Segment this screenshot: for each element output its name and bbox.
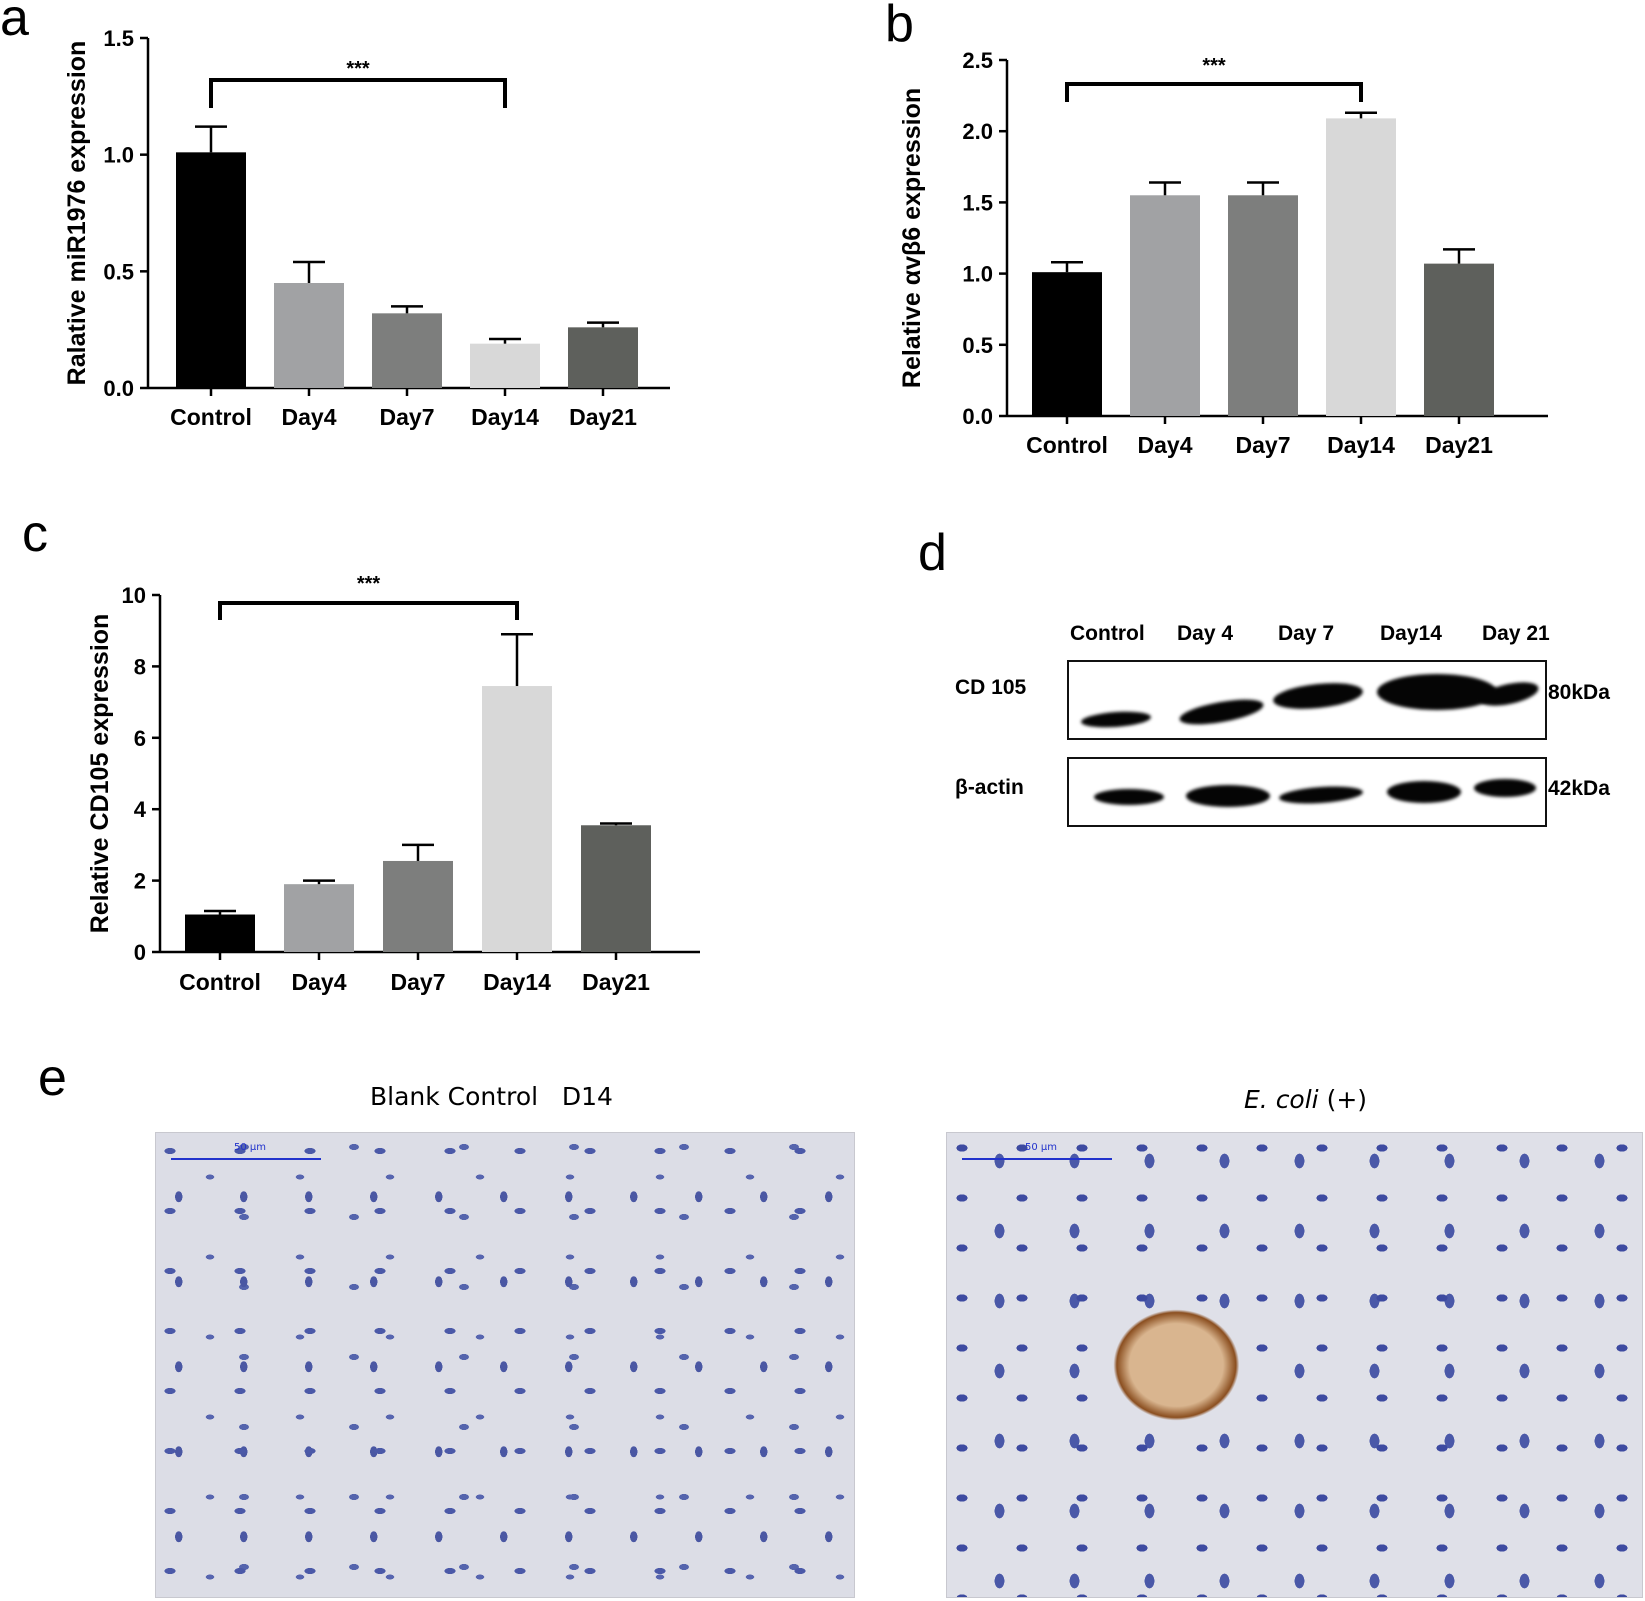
wb-membrane-actin — [1067, 757, 1547, 827]
panel-label-b: b — [885, 0, 914, 53]
y-tick-label: 2.0 — [962, 119, 993, 144]
wb-lane-label: Day 7 — [1278, 622, 1335, 645]
bar — [383, 860, 453, 952]
wb-size-label: 80kDa — [1548, 681, 1610, 704]
bar — [1032, 272, 1102, 416]
x-tick-label: Day7 — [391, 969, 446, 995]
y-tick-label: 0.0 — [962, 404, 993, 429]
significance-bracket — [218, 601, 519, 620]
chart-b: 0.0 0.5 1.0 1.5 2.0 2.5 Relative αvβ6 expressi… — [898, 48, 1548, 458]
x-tick-label: Day14 — [471, 404, 539, 430]
panel-label-c: c — [22, 505, 48, 563]
y-tick-label: 2 — [134, 869, 146, 894]
x-tick-label: Day4 — [292, 969, 347, 995]
wb-lane-label: Control — [1070, 622, 1145, 645]
bar — [470, 343, 540, 388]
x-tick-label: Day4 — [282, 404, 337, 430]
bar — [1130, 195, 1200, 416]
y-tick-label: 0.0 — [103, 376, 134, 401]
y-tick-label: 0.5 — [103, 259, 134, 284]
significance-label: *** — [346, 58, 370, 80]
bar — [1228, 195, 1298, 416]
y-tick-label: 1.5 — [962, 190, 993, 215]
wb-band — [1474, 779, 1536, 797]
significance-bracket — [209, 78, 507, 108]
wb-membrane-cd105 — [1067, 660, 1547, 740]
x-tick-label: Day4 — [1138, 432, 1193, 458]
x-tick-label: Day7 — [380, 404, 435, 430]
wb-lane-label: Day 21 — [1482, 622, 1550, 645]
y-tick-label: 2.5 — [962, 48, 993, 73]
y-tick-label: 10 — [122, 583, 146, 608]
x-tick-label: Day14 — [483, 969, 551, 995]
wb-band — [1186, 785, 1270, 807]
x-tick-label: Day21 — [582, 969, 650, 995]
scale-bar-label: 50 μm — [1025, 1142, 1058, 1153]
bar — [482, 686, 552, 952]
y-tick-label: 0 — [134, 940, 146, 965]
wb-band — [1177, 694, 1266, 730]
wb-lane-label: Day 4 — [1177, 622, 1234, 645]
wb-protein-label: CD 105 — [955, 676, 1027, 699]
bar — [568, 327, 638, 388]
bar — [1424, 263, 1494, 416]
wb-band — [1080, 709, 1152, 730]
y-tick-label: 1.5 — [103, 26, 134, 51]
micrograph-caption-italic: E. coli — [1244, 1085, 1319, 1114]
micrograph-caption-left: Blank Control D14 — [370, 1082, 613, 1111]
x-tick-label: Control — [179, 969, 261, 995]
micrograph-caption-right: E. coli (+) — [1244, 1085, 1367, 1114]
y-tick-label: 1.0 — [103, 143, 134, 168]
scale-bar-label: 50 μm — [234, 1142, 267, 1153]
wb-band — [1387, 781, 1461, 803]
y-axis-label: Ralative miR1976 expression — [63, 41, 91, 386]
x-tick-label: Control — [170, 404, 252, 430]
bar — [284, 884, 354, 952]
y-tick-label: 0.5 — [962, 333, 993, 358]
y-tick-label: 6 — [134, 726, 146, 751]
wb-band — [1377, 674, 1497, 710]
x-tick-label: Day21 — [569, 404, 637, 430]
scale-bar — [962, 1158, 1112, 1160]
bar — [185, 914, 255, 952]
micrograph-ecoli: 50 μm — [946, 1132, 1643, 1598]
significance-label: *** — [357, 573, 381, 595]
wb-lane-label: Day14 — [1380, 622, 1442, 645]
y-tick-label: 8 — [134, 654, 146, 679]
x-tick-label: Day7 — [1236, 432, 1291, 458]
wb-size-label: 42kDa — [1548, 777, 1610, 800]
scale-bar — [171, 1158, 321, 1160]
x-tick-label: Day14 — [1327, 432, 1395, 458]
bar — [274, 283, 344, 388]
y-axis-label: Relative αvβ6 expression — [898, 88, 926, 388]
wb-protein-label: β-actin — [955, 776, 1024, 799]
significance-label: *** — [1202, 55, 1226, 77]
wb-band — [1271, 679, 1365, 713]
chart-c: 0 2 4 6 8 10 Relative CD105 expression Control D… — [86, 573, 700, 995]
micrograph-caption-rest: (+) — [1318, 1085, 1368, 1114]
significance-bracket — [1065, 82, 1363, 102]
wb-band — [1278, 784, 1364, 806]
x-tick-label: Control — [1026, 432, 1108, 458]
panel-label-a: a — [0, 0, 29, 47]
y-tick-label: 4 — [134, 797, 147, 822]
x-tick-label: Day21 — [1425, 432, 1493, 458]
chart-a: 0.0 0.5 1.0 1.5 Ralative miR1976 expression C… — [63, 26, 670, 430]
bar — [372, 313, 442, 388]
panel-label-e: e — [38, 1049, 67, 1107]
y-tick-label: 1.0 — [962, 262, 993, 287]
micrograph-blank-control: 50 μm — [155, 1132, 855, 1598]
y-axis-label: Relative CD105 expression — [86, 614, 114, 934]
wb-band — [1094, 789, 1164, 805]
bar — [1326, 118, 1396, 416]
panel-label-d: d — [918, 524, 947, 582]
bar — [581, 825, 651, 952]
bar — [176, 152, 246, 388]
